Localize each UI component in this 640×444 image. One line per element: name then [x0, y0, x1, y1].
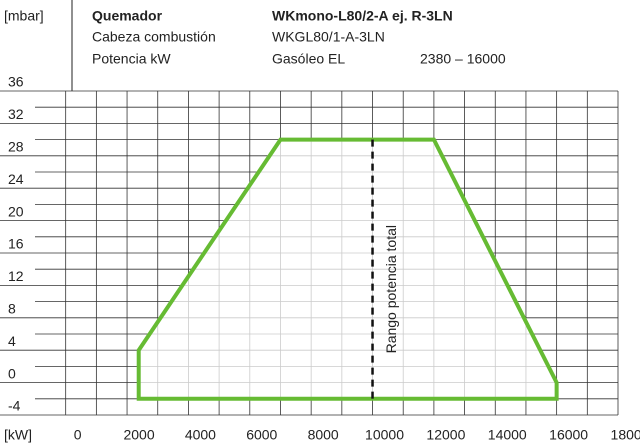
- header-value: Gasóleo EL: [272, 51, 345, 67]
- x-tick-label: 10000: [365, 427, 404, 443]
- x-tick-label: 18000: [611, 427, 640, 443]
- x-tick-label: 14000: [488, 427, 527, 443]
- y-tick-label: 0: [8, 365, 16, 381]
- x-tick-label: 2000: [123, 427, 154, 443]
- y-tick-label: 4: [8, 333, 16, 349]
- y-tick-label: 20: [8, 203, 24, 219]
- y-axis-label: [mbar]: [4, 8, 44, 24]
- header-label: Cabeza combustión: [92, 29, 216, 45]
- y-tick-label: 28: [8, 139, 24, 155]
- x-tick-label: 16000: [549, 427, 588, 443]
- header-value: WKGL80/1-A-3LN: [272, 29, 385, 45]
- y-tick-label: 8: [8, 301, 16, 317]
- x-tick-label: 12000: [426, 427, 465, 443]
- y-tick-label: -4: [8, 398, 21, 414]
- annotation: Rango potencia total: [383, 225, 399, 353]
- x-axis-label: [kW]: [4, 427, 32, 443]
- y-tick-label: 32: [8, 106, 24, 122]
- header-label: Potencia kW: [92, 51, 171, 67]
- y-tick-label: 12: [8, 268, 24, 284]
- header-value: WKmono-L80/2-A ej. R-3LN: [272, 8, 453, 24]
- header-range: 2380 – 16000: [420, 51, 506, 67]
- x-tick-label: 4000: [185, 427, 216, 443]
- y-tick-label: 36: [8, 74, 24, 90]
- y-tick-label: 24: [8, 171, 24, 187]
- header-label: Quemador: [92, 8, 163, 24]
- x-tick-label: 8000: [308, 427, 339, 443]
- x-tick-label: 6000: [246, 427, 277, 443]
- x-tick-label: 0: [74, 427, 82, 443]
- y-tick-label: 16: [8, 236, 24, 252]
- working-field: [136, 137, 559, 401]
